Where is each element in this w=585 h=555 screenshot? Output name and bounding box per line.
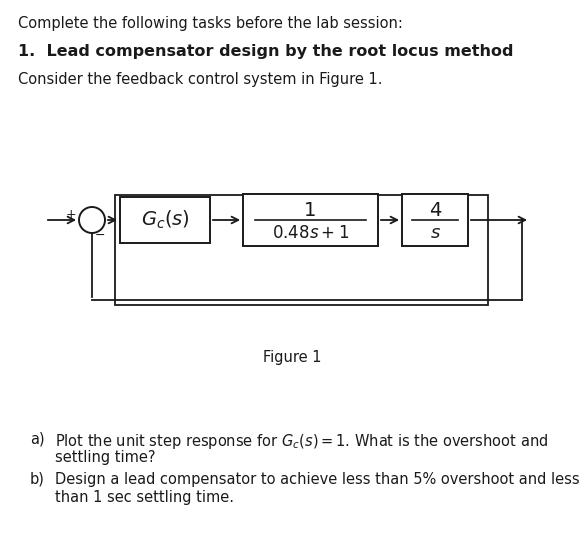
- Text: Figure 1: Figure 1: [263, 350, 321, 365]
- Text: −: −: [95, 229, 105, 242]
- Text: a): a): [30, 432, 44, 447]
- Text: $s$: $s$: [429, 224, 441, 242]
- Bar: [120, 197, 210, 243]
- Text: $0.48s+1$: $0.48s+1$: [272, 224, 349, 242]
- Bar: [402, 194, 468, 246]
- Text: 1.  Lead compensator design by the root locus method: 1. Lead compensator design by the root l…: [18, 44, 514, 59]
- Text: Plot the unit step response for $G_c(s)=1$. What is the overshoot and: Plot the unit step response for $G_c(s)=…: [55, 432, 548, 451]
- Text: $G_c(s)$: $G_c(s)$: [140, 209, 190, 231]
- Text: Consider the feedback control system in Figure 1.: Consider the feedback control system in …: [18, 72, 383, 87]
- Bar: [115, 195, 488, 305]
- Bar: [243, 194, 378, 246]
- Text: b): b): [30, 472, 45, 487]
- Text: 1: 1: [304, 200, 316, 219]
- Text: Complete the following tasks before the lab session:: Complete the following tasks before the …: [18, 16, 403, 31]
- Text: +: +: [66, 208, 76, 220]
- Circle shape: [79, 207, 105, 233]
- Text: than 1 sec settling time.: than 1 sec settling time.: [55, 490, 234, 505]
- Text: Design a lead compensator to achieve less than 5% overshoot and less: Design a lead compensator to achieve les…: [55, 472, 580, 487]
- Text: 4: 4: [429, 200, 441, 219]
- Text: settling time?: settling time?: [55, 450, 156, 465]
